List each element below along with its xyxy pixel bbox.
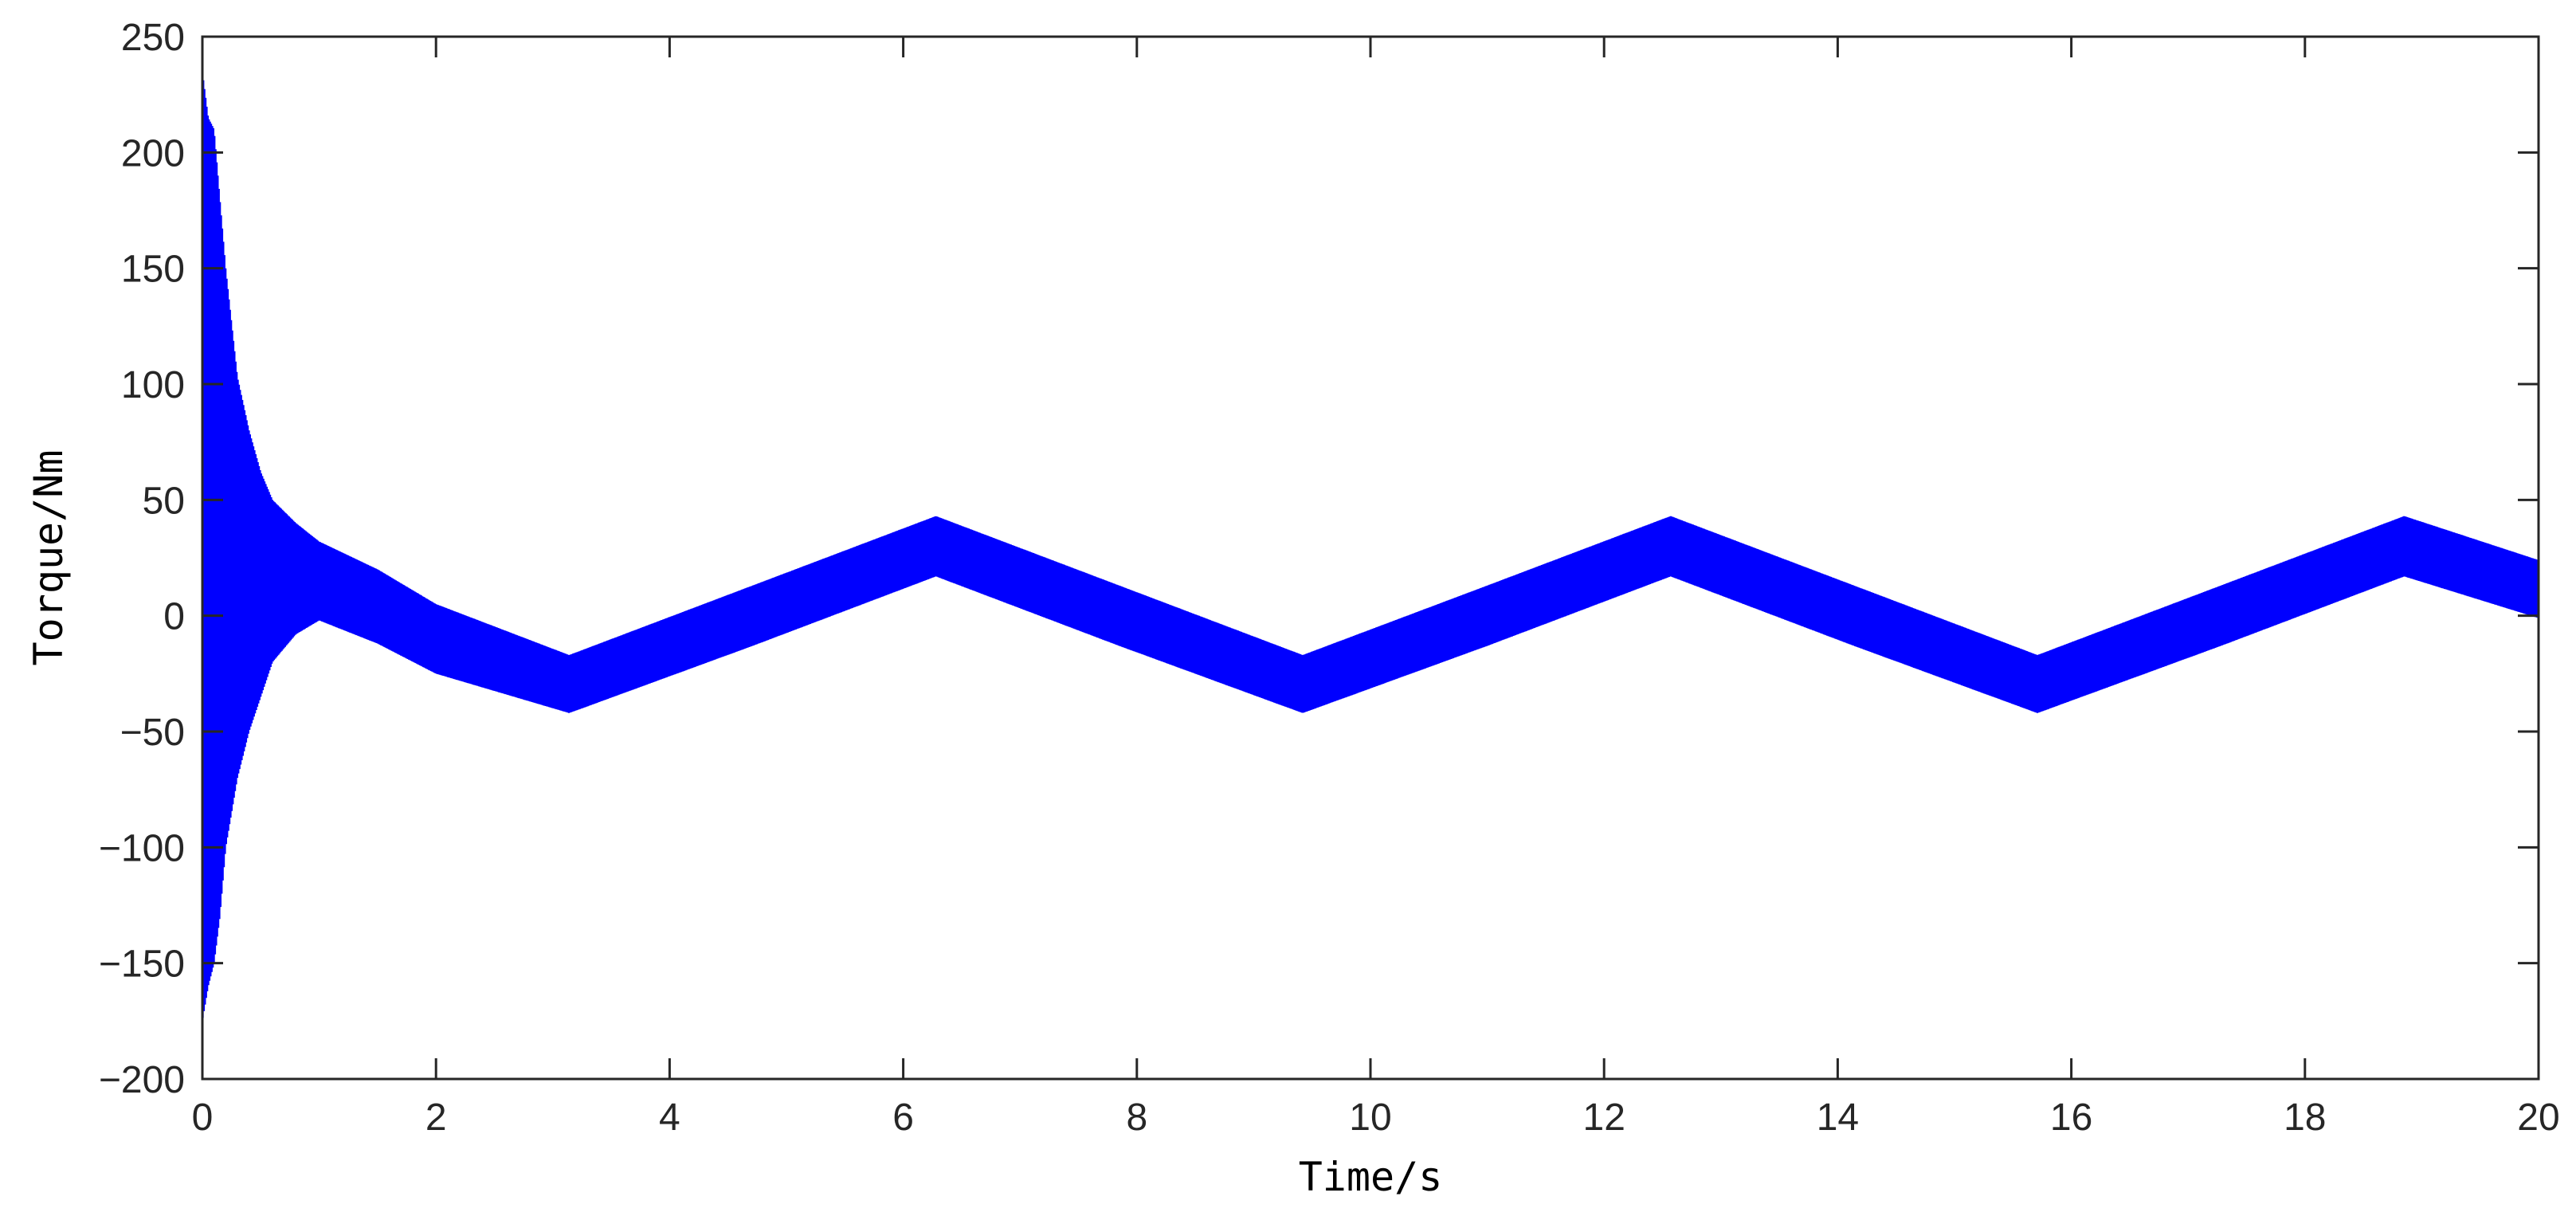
y-tick-label: 250 [121, 17, 185, 59]
y-axis-label: Torque/Nm [25, 450, 72, 666]
x-tick-label: 14 [1817, 1097, 1859, 1139]
x-tick-label: 12 [1583, 1097, 1625, 1139]
plot-background [202, 37, 2539, 1079]
x-tick-label: 0 [192, 1097, 214, 1139]
y-tick-label: −150 [99, 944, 185, 986]
x-tick-label: 10 [1349, 1097, 1391, 1139]
x-tick-label: 16 [2050, 1097, 2092, 1139]
y-tick-label: −50 [120, 712, 185, 754]
y-tick-label: 100 [121, 364, 185, 406]
x-tick-label: 6 [892, 1097, 914, 1139]
x-tick-label: 18 [2284, 1097, 2326, 1139]
x-tick-label: 4 [659, 1097, 680, 1139]
x-tick-label: 20 [2517, 1097, 2559, 1139]
x-tick-label: 8 [1126, 1097, 1147, 1139]
ticks-layer: 0 2 4 6 8 10 12 14 16 18 20 250 200 150 100 50 0 −50 −100 −… [99, 17, 2560, 1139]
y-tick-label: 0 [163, 596, 185, 638]
x-tick-label: 2 [425, 1097, 447, 1139]
y-tick-label: 200 [121, 132, 185, 175]
y-tick-label: 50 [143, 480, 185, 522]
y-tick-label: −200 [99, 1059, 185, 1101]
x-axis-label: Time/s [1299, 1154, 1443, 1200]
series-layer [202, 71, 2539, 1018]
y-tick-label: −100 [99, 827, 185, 869]
torque-series-line [202, 71, 2539, 1018]
y-tick-label: 150 [121, 249, 185, 291]
